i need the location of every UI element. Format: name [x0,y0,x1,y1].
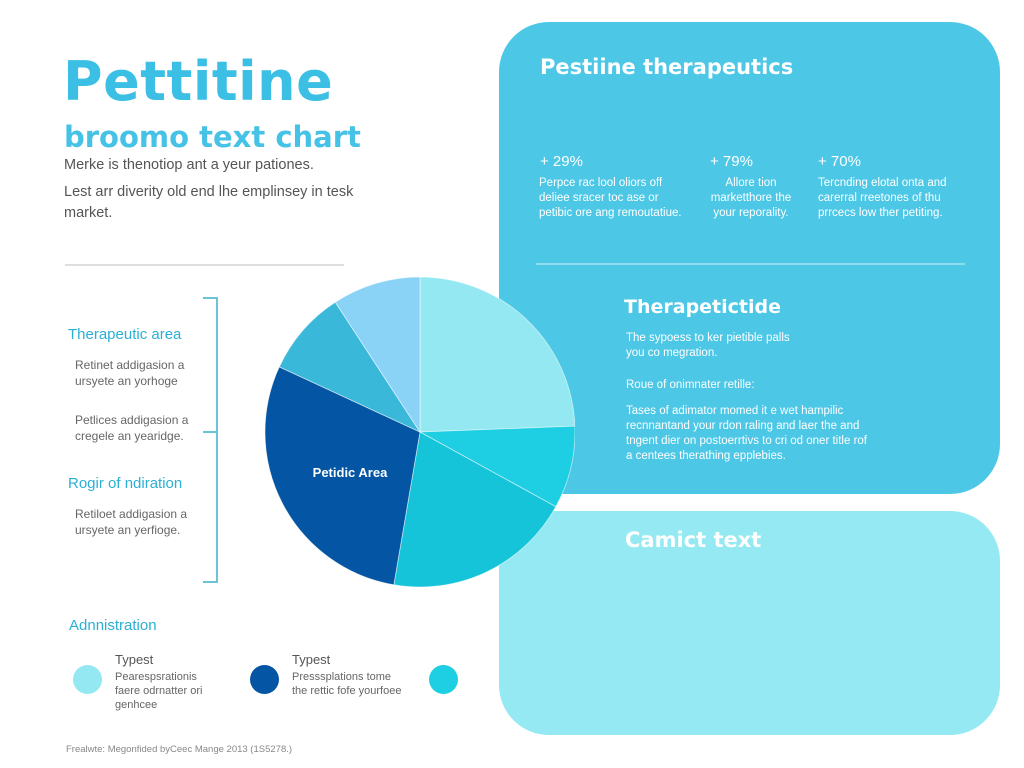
therapeutics-panel [499,22,1000,494]
left-divider [65,264,344,266]
bracket-tick-top [203,297,217,299]
therapeutics-panel-title: Pestiine therapeutics [540,55,794,79]
pie-slice-5 [278,301,422,433]
bracket-tick-bottom [203,581,217,583]
legend-body-2: Presssplations tome the rettic fofe your… [292,671,402,697]
stat-value-2: + 79% [710,153,753,170]
section-body-1: Retinet addigasion a ursyete an yorhoge [75,358,185,388]
bracket-line [216,297,218,583]
bracket-tick-middle [203,431,217,433]
page-title: Pettitine [63,50,334,113]
legend-dot-3 [429,665,458,694]
legend-title-2: Typest [292,652,331,667]
stat-value-1: + 29% [540,153,583,170]
intro-text-1: Merke is thenotiop ant a yeur pationes. [64,157,314,173]
therapetictide-para-1: The sypoess to ker pietible palls you co… [626,332,790,359]
legend-body-1: Pearespsrationis faere odrnatter ori gen… [115,671,203,711]
pie-slice-6 [334,277,421,434]
stat-value-3: + 70% [818,153,861,170]
legend-dot-1 [73,665,102,694]
pie-chart [265,277,575,587]
pie-slice-4 [265,366,421,586]
pie-center-label: Petidic Area [312,465,388,480]
pie-slice-2 [418,425,575,508]
pie-slice-1 [419,277,575,433]
section-body-3: Retiloet addigasion a ursyete an yerfiog… [75,507,188,537]
section-heading-therapeutic-area: Therapeutic area [68,326,182,343]
pie-slices [265,277,575,587]
footnote: Frealwte: Megonfided byCeec Mange 2013 (… [66,744,293,755]
administration-heading: Adnnistration [69,617,157,634]
section-body-2: Petlices addigasion a cregele an yearidg… [75,413,189,443]
panel-divider [536,263,965,265]
pie-slice-3 [393,431,557,587]
content-panel-title: Camict text [625,528,762,552]
intro-text-2: Lest arr diverity old end lhe emplinsey … [64,184,354,221]
stat-desc-3: Tercnding elotal onta and carerral rreet… [818,177,947,219]
therapetictide-title: Therapetictide [624,296,781,318]
page-subtitle: broomo text chart [64,120,361,154]
therapetictide-para-3: Tases of adimator momed it e wet hampili… [626,405,867,462]
stat-desc-2: Allore tion marketthore the your reporal… [710,177,792,219]
section-heading-route: Rogir of ndiration [68,475,183,492]
content-panel [499,511,1000,735]
stat-desc-1: Perpce rac lool oliors off deliee sracer… [539,177,682,219]
therapetictide-para-2: Roue of onimnater retille: [626,379,755,391]
legend-dot-2 [250,665,279,694]
legend-title-1: Typest [115,652,154,667]
